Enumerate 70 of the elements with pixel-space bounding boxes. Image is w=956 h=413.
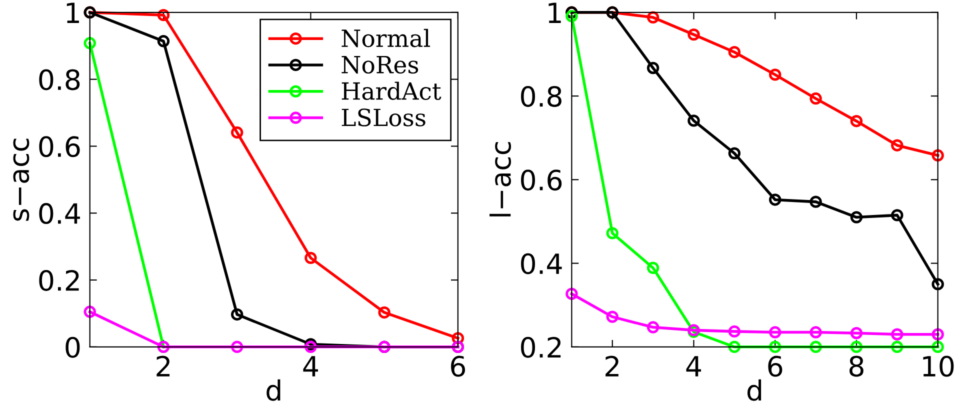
point xyxy=(850,115,863,128)
point xyxy=(230,340,244,354)
point xyxy=(688,114,700,127)
legend-label: NoRes xyxy=(342,56,418,74)
point xyxy=(304,252,317,264)
point xyxy=(932,278,944,290)
point xyxy=(932,149,944,162)
x-tick-label: 6 xyxy=(768,356,782,377)
y-tick-label: 1 xyxy=(548,2,561,23)
point xyxy=(768,326,782,338)
point xyxy=(157,35,170,48)
point xyxy=(850,211,863,224)
point xyxy=(84,306,96,318)
x-axis-title: d xyxy=(266,379,280,401)
point xyxy=(810,326,822,338)
point xyxy=(891,328,904,340)
y-tick-label: 0.8 xyxy=(521,86,562,107)
legend-label: LSLoss xyxy=(342,108,426,126)
point xyxy=(728,325,741,338)
point xyxy=(84,37,96,50)
y-tick-label: 0.6 xyxy=(39,136,80,158)
point xyxy=(810,196,822,208)
point xyxy=(891,139,904,152)
point xyxy=(646,62,660,74)
point xyxy=(768,340,782,354)
y-axis-title: s−acc xyxy=(13,138,30,221)
point xyxy=(891,209,904,222)
point xyxy=(566,10,578,22)
point xyxy=(230,126,244,139)
point xyxy=(891,340,904,354)
x-tick-label: 2 xyxy=(606,356,618,376)
y-tick-label: 0.6 xyxy=(521,170,562,191)
point xyxy=(810,340,822,354)
point xyxy=(728,340,741,354)
point xyxy=(850,340,863,354)
point xyxy=(646,262,660,274)
point xyxy=(728,147,741,160)
point xyxy=(768,194,782,206)
y-tick-label: 0.8 xyxy=(39,69,80,90)
y-tick-label: 0.4 xyxy=(521,253,562,274)
y-tick-label: 0.2 xyxy=(39,270,79,291)
point xyxy=(810,92,822,105)
point xyxy=(606,310,618,323)
point xyxy=(230,308,244,321)
point xyxy=(932,328,944,340)
point xyxy=(646,11,660,24)
x-tick-label: 2 xyxy=(156,356,170,376)
point xyxy=(606,227,618,240)
point xyxy=(850,327,863,340)
x-tick-label: 8 xyxy=(850,356,864,377)
point xyxy=(157,8,170,22)
point xyxy=(768,68,782,81)
x-axis-title: d xyxy=(747,379,762,401)
x-tick-label: 6 xyxy=(451,356,466,377)
point xyxy=(688,28,700,41)
y-tick-label: 1 xyxy=(66,2,79,23)
y-tick-label: 0.4 xyxy=(39,203,80,224)
point xyxy=(566,288,578,300)
point xyxy=(304,340,317,354)
legend-label: Normal xyxy=(342,28,430,48)
x-tick-label: 4 xyxy=(686,356,702,376)
point xyxy=(728,46,741,58)
x-tick-label: 10 xyxy=(923,356,954,377)
y-tick-label: 0 xyxy=(66,336,80,358)
x-tick-label: 4 xyxy=(303,356,318,376)
legend-label: HardAct xyxy=(342,82,442,100)
y-tick-label: 0.2 xyxy=(521,336,561,358)
point xyxy=(646,321,660,334)
point xyxy=(378,306,390,319)
y-axis-title: l−acc xyxy=(490,142,512,216)
